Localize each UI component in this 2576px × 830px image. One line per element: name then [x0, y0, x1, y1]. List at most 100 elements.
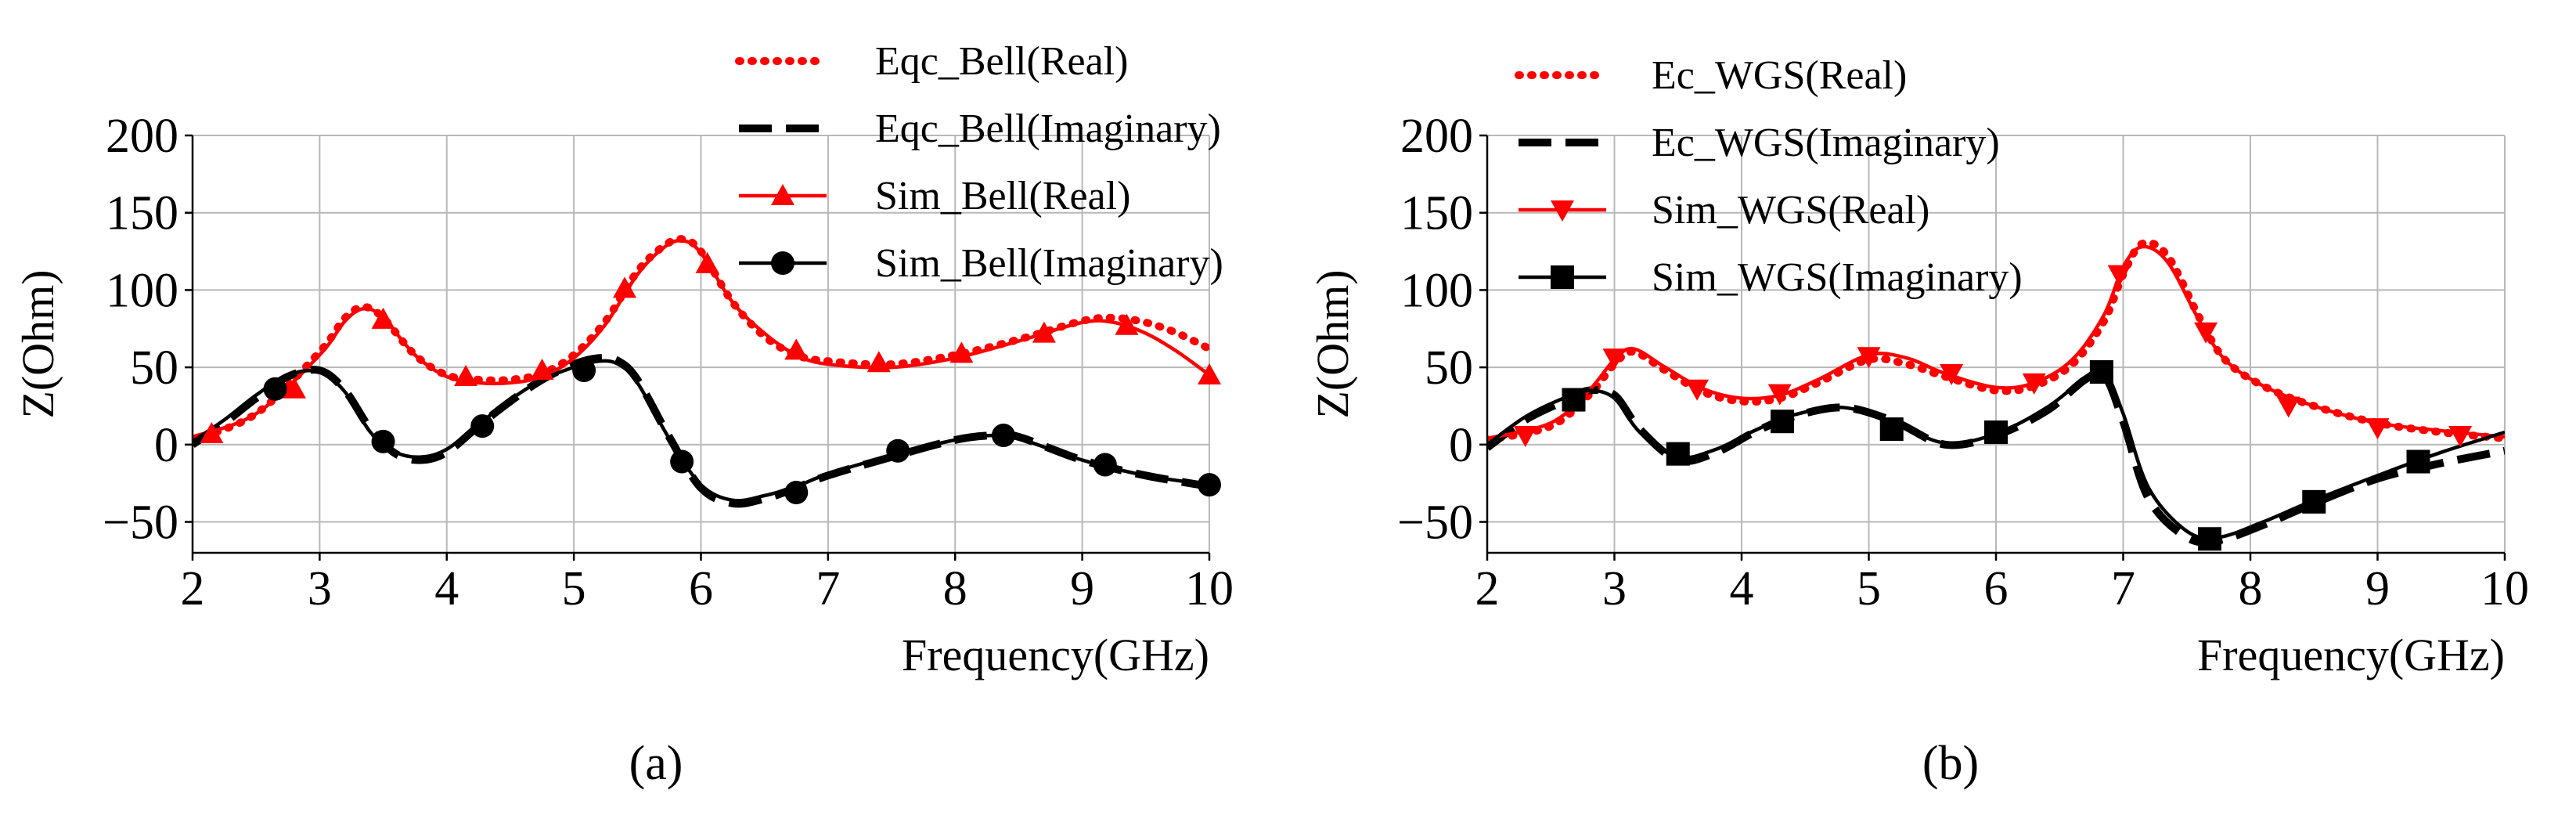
y-tick-label: 100: [1400, 264, 1473, 317]
legend: Eqc_Bell(Real) Eqc_Bell(Imaginary) Sim_Bel…: [735, 39, 1223, 286]
x-tick-label: 10: [2481, 562, 2529, 615]
data-point-marker: [1879, 417, 1904, 442]
data-point-marker: [1562, 388, 1586, 412]
x-tick-label: 3: [1602, 562, 1627, 615]
legend-entry-label: Eqc_Bell(Real): [875, 39, 1128, 84]
panel-caption: (b): [1922, 737, 1979, 790]
data-point-marker: [200, 421, 224, 443]
legend-entry-label: Sim_Bell(Real): [875, 174, 1130, 218]
data-point-marker: [530, 359, 554, 381]
x-tick-label: 2: [181, 562, 205, 615]
legend-entry-label: Sim_WGS(Imaginary): [1652, 255, 2023, 300]
data-point-marker: [1115, 313, 1139, 335]
data-point-marker: [1857, 347, 1881, 369]
legend-marker: [771, 251, 794, 275]
data-point-marker: [670, 449, 694, 474]
data-point-marker: [2198, 527, 2221, 551]
y-tick-label: −50: [1397, 496, 1473, 550]
data-point-marker: [866, 351, 891, 373]
data-point-marker: [886, 438, 910, 463]
y-tick-label: 50: [1425, 341, 1473, 395]
series-group: [193, 235, 1209, 508]
x-tick-label: 6: [689, 562, 713, 615]
legend-entry-label: Sim_Bell(Imaginary): [875, 241, 1223, 286]
x-tick-label: 10: [1185, 562, 1234, 615]
y-tick-label: 200: [1400, 110, 1473, 163]
x-tick-label: 8: [943, 562, 967, 615]
y-tick-label: 100: [106, 264, 178, 317]
data-point-marker: [2365, 418, 2390, 440]
data-point-marker: [2302, 489, 2326, 514]
legend-marker: [771, 184, 794, 205]
x-tick-label: 4: [434, 562, 459, 615]
data-point-marker: [1984, 420, 2008, 445]
data-point-marker: [2089, 360, 2113, 384]
data-point-marker: [2194, 322, 2218, 344]
data-point-marker: [572, 359, 596, 383]
data-point-marker: [2107, 265, 2131, 287]
legend-entry-label: Sim_WGS(Real): [1652, 188, 1929, 233]
x-tick-label: 9: [2365, 562, 2390, 615]
x-tick-label: 7: [2111, 562, 2135, 615]
x-tick-label: 3: [308, 562, 332, 615]
data-point-marker: [991, 423, 1015, 447]
legend: Ec_WGS(Real) Ec_WGS(Imaginary) Sim_WGS(Rea…: [1515, 53, 2023, 300]
x-tick-label: 2: [1475, 562, 1500, 615]
legend-entry-label: Eqc_Bell(Imaginary): [875, 106, 1221, 151]
data-point-marker: [1685, 379, 1710, 401]
data-point-marker: [784, 338, 809, 360]
series-line-sim-bell-real-: [193, 238, 1209, 439]
chart-a: 2 3 4 5 6 7 8 9 10 −50 0 50 100 150 200 Frequency(GHz) Z…: [13, 39, 1234, 790]
y-tick-label: −50: [103, 496, 178, 550]
y-tick-label: 0: [154, 419, 178, 472]
y-axis-label: Z(Ohm): [13, 269, 63, 418]
x-tick-label: 8: [2239, 562, 2263, 615]
y-tick-label: 150: [1400, 187, 1473, 240]
data-point-marker: [1666, 442, 1690, 466]
y-axis-label: Z(Ohm): [1307, 269, 1358, 418]
legend-marker: [1551, 200, 1574, 222]
data-point-marker: [2406, 449, 2430, 474]
data-point-marker: [2022, 373, 2046, 395]
x-axis-label: Frequency(GHz): [2197, 630, 2505, 680]
data-point-marker: [949, 341, 974, 363]
x-tick-label: 5: [1857, 562, 1881, 615]
data-point-marker: [263, 377, 287, 401]
chart-b: 2 3 4 5 6 7 8 9 10 −50 0 50 100 150 200 Frequency(GHz) Z…: [1307, 53, 2529, 790]
y-tick-label: 150: [106, 187, 178, 240]
data-point-marker: [613, 276, 637, 298]
data-point-marker: [1198, 363, 1221, 384]
y-tick-label: 200: [106, 110, 178, 163]
legend-entry-label: Ec_WGS(Imaginary): [1652, 121, 2000, 165]
data-point-marker: [695, 251, 719, 273]
data-point-marker: [282, 377, 306, 399]
data-point-marker: [1032, 321, 1056, 343]
y-tick-label: 0: [1449, 419, 1473, 472]
data-point-marker: [371, 307, 395, 329]
panel-caption: (a): [629, 737, 683, 790]
x-axis-label: Frequency(GHz): [902, 630, 1209, 680]
data-point-marker: [1940, 364, 1964, 386]
data-point-marker: [454, 364, 478, 386]
data-point-marker: [2276, 396, 2300, 418]
series-line-sim-wgs-real-: [1487, 244, 2505, 441]
legend-marker: [1551, 265, 1574, 289]
data-point-marker: [2448, 425, 2473, 447]
series-line-sim-bell-imaginary-: [193, 359, 1209, 503]
data-point-marker: [1513, 425, 1537, 447]
y-tick-label: 50: [130, 341, 178, 395]
data-point-marker: [784, 481, 809, 505]
legend-entry-label: Ec_WGS(Real): [1652, 53, 1907, 98]
x-tick-label: 7: [816, 562, 840, 615]
x-tick-label: 4: [1730, 562, 1754, 615]
data-point-marker: [1198, 473, 1221, 497]
data-point-marker: [1771, 410, 1794, 434]
data-point-marker: [1767, 384, 1792, 406]
x-tick-label: 5: [562, 562, 586, 615]
data-point-marker: [470, 414, 495, 438]
data-point-marker: [1602, 348, 1627, 370]
data-point-marker: [371, 429, 395, 453]
data-point-marker: [1093, 453, 1117, 477]
grid: [192, 135, 1210, 553]
